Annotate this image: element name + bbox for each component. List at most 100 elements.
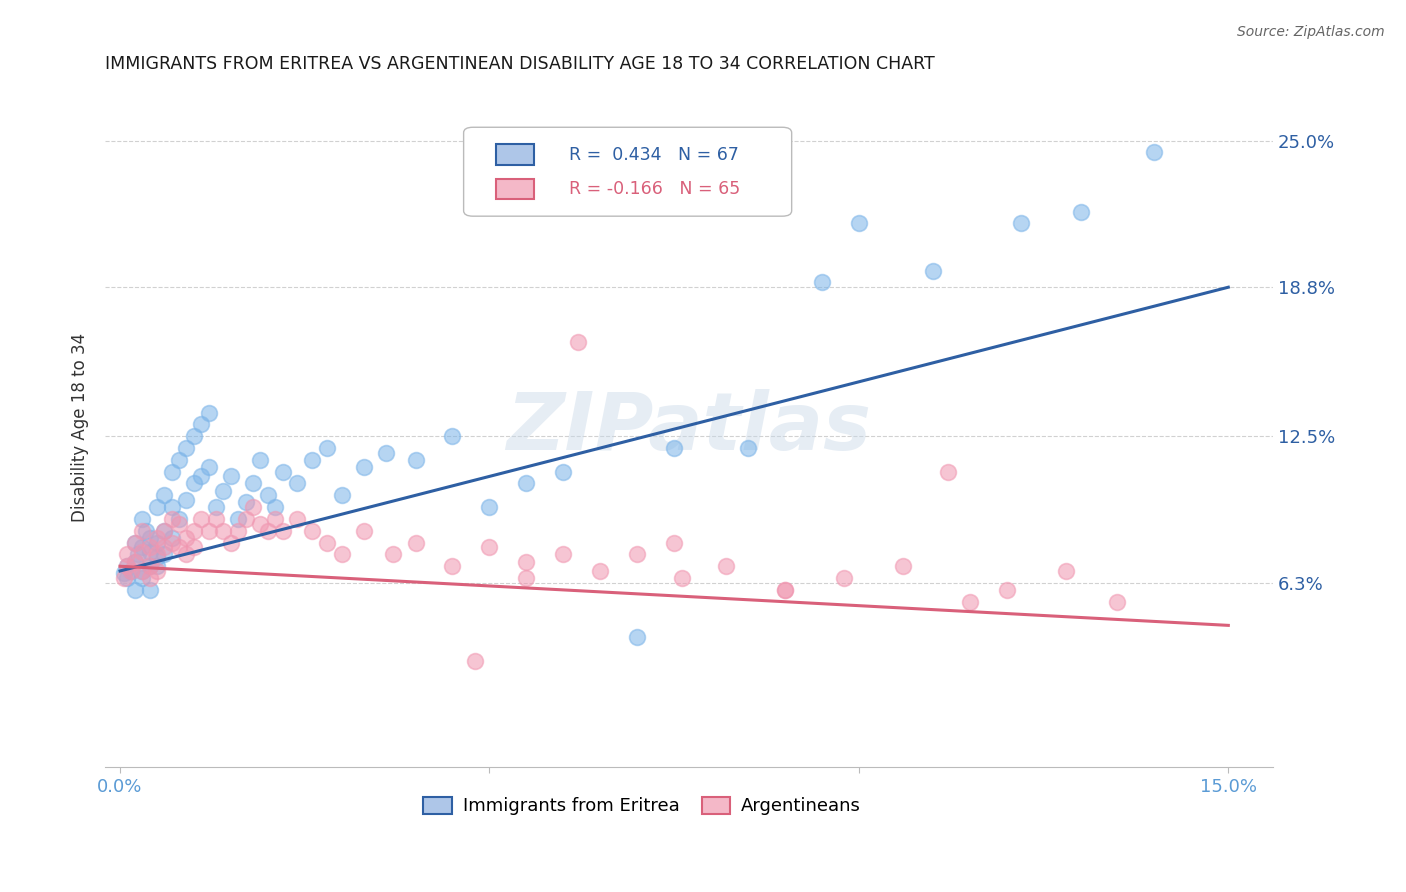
Point [382, 548, 405, 562]
Point [124, 555, 146, 569]
Point [212, 524, 235, 538]
Point [848, 216, 870, 230]
Text: R =  0.434   N = 67: R = 0.434 N = 67 [568, 145, 738, 163]
Point [124, 582, 146, 597]
Point [160, 512, 183, 526]
Point [249, 516, 271, 531]
Point [441, 559, 464, 574]
Point [176, 441, 198, 455]
Point [167, 453, 190, 467]
Point [176, 531, 198, 545]
Point [264, 512, 287, 526]
Point [146, 500, 169, 515]
Point [212, 483, 235, 498]
Point [737, 441, 759, 455]
Point [205, 512, 228, 526]
Point [146, 548, 169, 562]
Point [515, 555, 537, 569]
Point [138, 541, 160, 555]
Point [714, 559, 737, 574]
Point [138, 559, 160, 574]
Point [183, 476, 205, 491]
Point [167, 516, 190, 531]
Point [301, 524, 323, 538]
Point [205, 500, 228, 515]
Point [567, 334, 589, 349]
Point [226, 524, 249, 538]
Point [176, 548, 198, 562]
Point [117, 559, 139, 574]
Point [235, 495, 257, 509]
Point [256, 524, 278, 538]
Point [515, 476, 537, 491]
Point [146, 559, 169, 574]
Point [773, 582, 796, 597]
Point [626, 630, 648, 644]
Point [773, 582, 796, 597]
Point [219, 469, 242, 483]
Y-axis label: Disability Age 18 to 34: Disability Age 18 to 34 [72, 334, 89, 523]
Point [891, 559, 914, 574]
Point [124, 555, 146, 569]
Text: IMMIGRANTS FROM ERITREA VS ARGENTINEAN DISABILITY AGE 18 TO 34 CORRELATION CHART: IMMIGRANTS FROM ERITREA VS ARGENTINEAN D… [105, 55, 935, 73]
Point [190, 512, 212, 526]
Point [138, 559, 160, 574]
Point [160, 531, 183, 545]
Point [153, 541, 176, 555]
Point [662, 535, 685, 549]
Point [226, 512, 249, 526]
Point [464, 654, 486, 668]
Point [112, 571, 135, 585]
Point [124, 535, 146, 549]
Point [131, 545, 153, 559]
Point [112, 566, 135, 581]
Text: Source: ZipAtlas.com: Source: ZipAtlas.com [1237, 25, 1385, 39]
Point [117, 548, 139, 562]
Point [131, 571, 153, 585]
Point [995, 582, 1018, 597]
Point [1010, 216, 1032, 230]
Point [160, 500, 183, 515]
Point [135, 524, 157, 538]
Text: R = -0.166   N = 65: R = -0.166 N = 65 [568, 180, 740, 198]
Point [264, 500, 287, 515]
Point [353, 459, 375, 474]
Point [811, 276, 834, 290]
Point [167, 512, 190, 526]
Point [832, 571, 855, 585]
Point [146, 535, 169, 549]
Point [138, 531, 160, 545]
Point [515, 571, 537, 585]
Point [405, 453, 427, 467]
Point [589, 564, 612, 578]
Point [131, 541, 153, 555]
Point [219, 535, 242, 549]
Point [249, 453, 271, 467]
Point [131, 512, 153, 526]
Legend: Immigrants from Eritrea, Argentineans: Immigrants from Eritrea, Argentineans [416, 789, 869, 822]
Point [146, 564, 169, 578]
Point [330, 488, 353, 502]
Point [271, 465, 294, 479]
Point [671, 571, 693, 585]
Point [146, 531, 169, 545]
FancyBboxPatch shape [496, 145, 534, 165]
Point [242, 500, 264, 515]
Point [662, 441, 685, 455]
Point [405, 535, 427, 549]
Point [120, 564, 142, 578]
Point [256, 488, 278, 502]
Point [138, 582, 160, 597]
Point [197, 406, 219, 420]
Point [353, 524, 375, 538]
Point [285, 476, 308, 491]
Point [127, 548, 149, 562]
Point [1143, 145, 1166, 160]
Point [146, 549, 169, 564]
FancyBboxPatch shape [464, 128, 792, 216]
Point [921, 263, 943, 277]
Point [153, 524, 176, 538]
Point [183, 524, 205, 538]
Point [1054, 564, 1077, 578]
Point [160, 465, 183, 479]
